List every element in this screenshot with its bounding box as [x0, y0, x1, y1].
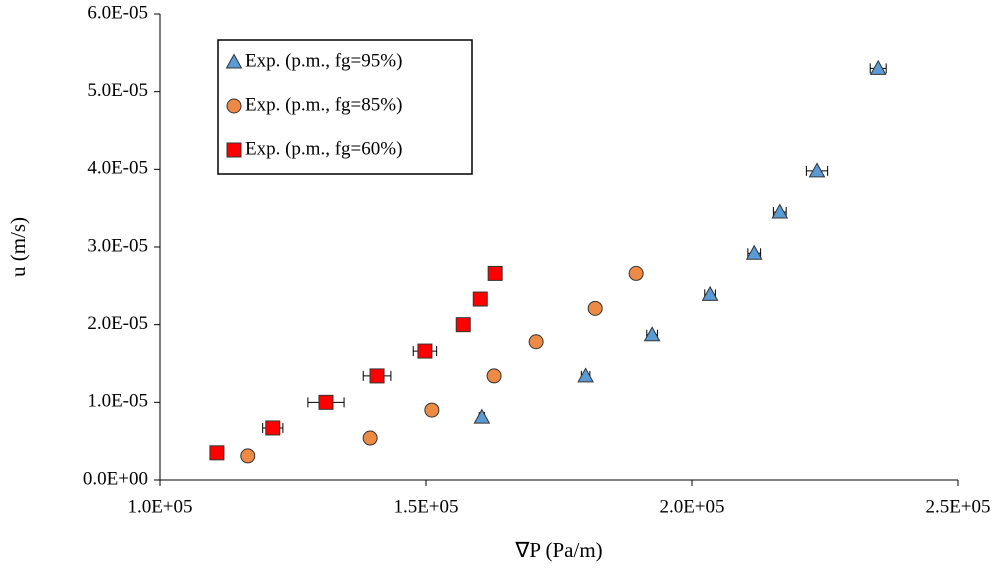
point — [745, 244, 763, 260]
point — [487, 265, 503, 281]
y-tick-label: 4.0E-05 — [87, 158, 148, 179]
legend-marker — [225, 53, 243, 69]
point — [473, 408, 491, 424]
point — [771, 203, 789, 219]
point — [417, 343, 433, 359]
point — [209, 445, 225, 461]
point — [369, 368, 385, 384]
y-tick-label: 5.0E-05 — [87, 80, 148, 101]
point — [587, 300, 603, 316]
point — [265, 420, 281, 436]
x-tick-label: 2.5E+05 — [925, 496, 990, 517]
legend-label: Exp. (p.m., fg=60%) — [245, 138, 402, 159]
point — [701, 285, 719, 301]
legend-marker — [226, 142, 242, 158]
point — [318, 394, 334, 410]
y-tick-label: 3.0E-05 — [87, 235, 148, 256]
y-tick-label: 0.0E+00 — [83, 468, 148, 489]
point — [628, 265, 644, 281]
point — [808, 162, 826, 178]
x-tick-label: 2.0E+05 — [659, 496, 724, 517]
y-tick-label: 2.0E-05 — [87, 313, 148, 334]
y-tick-label: 1.0E-05 — [87, 391, 148, 412]
legend-marker — [226, 98, 242, 114]
point — [240, 448, 256, 464]
point — [455, 317, 471, 333]
legend-label: Exp. (p.m., fg=95%) — [245, 50, 402, 71]
x-tick-label: 1.5E+05 — [393, 496, 458, 517]
y-axis-label: u (m/s) — [6, 217, 30, 277]
point — [424, 402, 440, 418]
point — [472, 291, 488, 307]
point — [362, 430, 378, 446]
point — [869, 59, 887, 75]
legend-box — [217, 39, 473, 175]
legend-label: Exp. (p.m., fg=85%) — [245, 94, 402, 115]
x-tick-label: 1.0E+05 — [127, 496, 192, 517]
y-tick-label: 6.0E-05 — [87, 2, 148, 23]
point — [486, 368, 502, 384]
point — [528, 334, 544, 350]
point — [643, 326, 661, 342]
point — [577, 367, 594, 383]
x-axis-label: ∇P (Pa/m) — [514, 538, 602, 562]
